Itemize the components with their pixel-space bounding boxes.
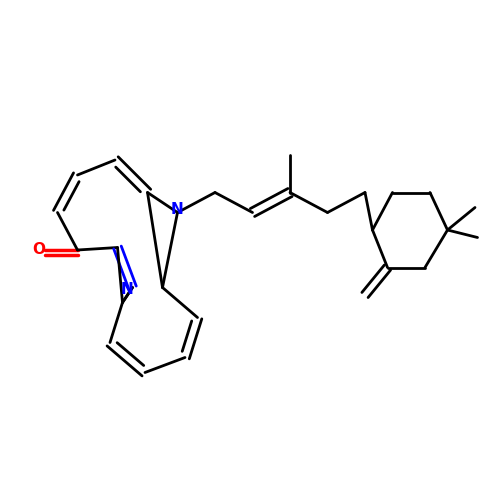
Text: N: N [121, 282, 134, 298]
Text: O: O [32, 242, 46, 258]
Text: N: N [171, 202, 184, 218]
